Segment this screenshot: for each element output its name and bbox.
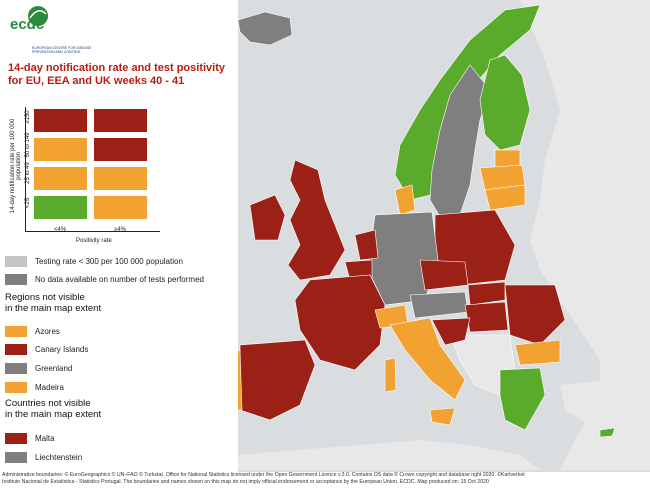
romania [504, 284, 566, 346]
countries-heading: Countries not visible in the main map ex… [5, 398, 101, 420]
matrix-cell [33, 108, 88, 133]
matrix-cell [93, 195, 148, 220]
y-axis-label: 14-day notification rate per 100 000 pop… [10, 118, 22, 214]
legend-label: Testing rate < 300 per 100 000 populatio… [35, 257, 183, 266]
legend-label: Liechtenstein [35, 453, 83, 462]
x-tick: <4% [54, 227, 67, 233]
y-tick: 50 to 149 [25, 132, 31, 158]
legend-region-canary: Canary Islands [5, 344, 88, 355]
legend-label: Canary Islands [35, 345, 89, 354]
denmark [394, 184, 416, 216]
matrix-cell [33, 137, 88, 162]
slovakia [467, 281, 506, 306]
legend-country-malta: Malta [5, 433, 55, 444]
legend-label: Azores [35, 327, 60, 336]
heading-line: in the main map extent [5, 409, 102, 420]
legend-label: Greenland [35, 364, 73, 373]
bulgaria [514, 339, 561, 366]
legend-region-madeira: Madeira [5, 382, 64, 393]
swatch [5, 363, 27, 374]
belgium [344, 259, 373, 281]
germany [367, 211, 439, 306]
matrix-cell [93, 137, 148, 162]
hungary [464, 301, 509, 333]
iceland [237, 11, 293, 46]
heading-line: Countries not visible [5, 398, 91, 409]
greece [499, 367, 546, 431]
swatch [5, 382, 27, 393]
matrix-cell [33, 195, 88, 220]
legend-no-data: No data available on number of tests per… [5, 274, 204, 285]
logo-subtitle: EUROPEAN CENTRE FOR DISEASE PREVENTION A… [32, 46, 92, 54]
cyprus [599, 427, 616, 438]
legend-testing-rate: Testing rate < 300 per 100 000 populatio… [5, 256, 183, 267]
legend-region-azores: Azores [5, 326, 60, 337]
swatch [5, 256, 27, 267]
non-member-land [520, 0, 650, 470]
legend-panel: ecdc EUROPEAN CENTRE FOR DISEASE PREVENT… [0, 0, 238, 472]
north-africa [238, 440, 540, 470]
croatia-slovenia [431, 317, 471, 346]
legend-label: Malta [35, 434, 55, 443]
x-axis-line [25, 231, 160, 232]
matrix-cell [93, 166, 148, 191]
logo-text: ecdc [10, 16, 45, 33]
swatch [5, 452, 27, 463]
swatch [5, 433, 27, 444]
czechia [419, 259, 469, 291]
sardinia [384, 357, 397, 393]
swatch [5, 274, 27, 285]
legend-region-greenland: Greenland [5, 363, 72, 374]
legend-country-liechtenstein: Liechtenstein [5, 452, 82, 463]
y-tick: ≥150 [25, 110, 31, 124]
lithuania [484, 184, 526, 211]
ecdc-logo-icon [28, 6, 48, 26]
finland [479, 54, 531, 151]
regions-heading: Regions not visible in the main map exte… [5, 292, 101, 314]
heading-line: Regions not visible [5, 292, 85, 303]
footer-line: Administrative boundaries: © EuroGeograp… [2, 472, 525, 478]
netherlands [354, 229, 379, 261]
heading-line: in the main map extent [5, 303, 102, 314]
x-tick: ≥4% [114, 227, 126, 233]
footer-attribution: Administrative boundaries: © EuroGeograp… [0, 472, 650, 488]
y-tick: <25 [25, 197, 31, 209]
matrix-cell [33, 166, 88, 191]
ireland [249, 194, 286, 241]
italy [389, 317, 466, 401]
legend-label: No data available on number of tests per… [35, 275, 204, 284]
matrix-cell [93, 108, 148, 133]
united-kingdom [287, 159, 346, 281]
turkey [560, 375, 650, 425]
footer-line: Instituto Nacional de Estatística - Stat… [2, 479, 489, 485]
swatch [5, 344, 27, 355]
y-tick: 25 to 49 [25, 162, 31, 184]
legend-label: Madeira [35, 383, 64, 392]
france [294, 274, 386, 371]
sicily [429, 407, 456, 426]
y-axis-line [25, 107, 26, 231]
swatch [5, 326, 27, 337]
x-axis-label: Positivity rate [76, 238, 112, 244]
map-title: 14-day notification rate and test positi… [8, 62, 225, 87]
